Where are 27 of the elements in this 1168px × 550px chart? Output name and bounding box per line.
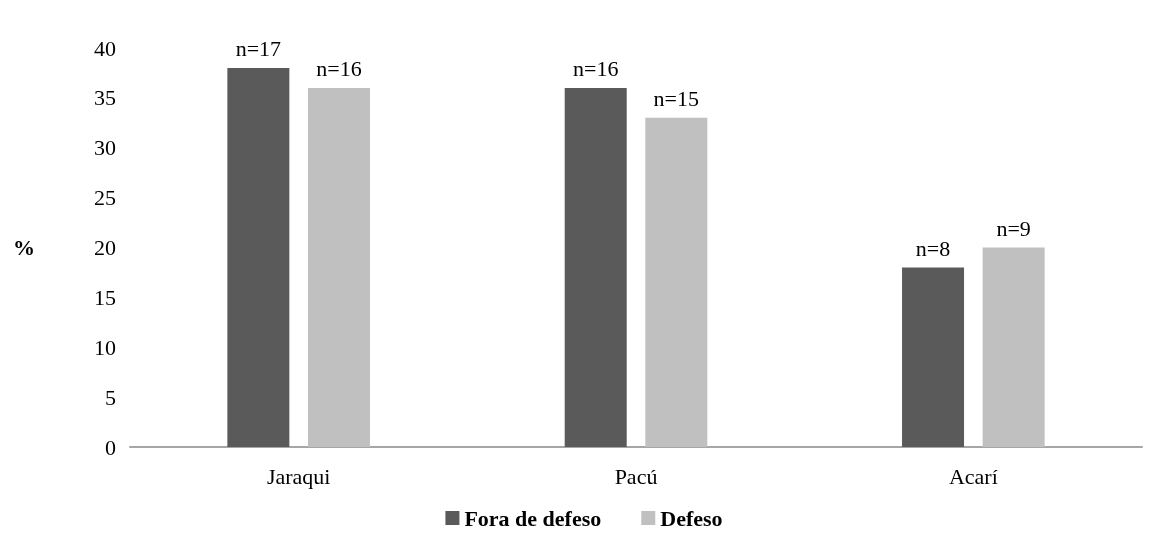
- x-tick-label: Acarí: [948, 463, 998, 489]
- bar: [645, 117, 708, 447]
- bar: [227, 67, 290, 447]
- y-tick-label: 25: [94, 185, 116, 211]
- x-tick-label: Jaraqui: [266, 463, 331, 489]
- y-tick-label: 0: [105, 434, 116, 460]
- bar: [564, 87, 627, 447]
- y-axis-title: %: [13, 235, 35, 260]
- legend-label: Defeso: [660, 505, 723, 531]
- y-tick-label: 30: [94, 135, 116, 161]
- bar: [902, 267, 965, 447]
- y-tick-label: 5: [105, 384, 116, 410]
- annotation: n=17: [235, 36, 282, 62]
- annotation: n=16: [316, 56, 362, 82]
- bar: [307, 87, 370, 447]
- legend-label: Fora de defeso: [464, 505, 602, 531]
- annotation: n=9: [996, 216, 1031, 241]
- x-tick-label: Pacú: [614, 463, 658, 489]
- annotation: n=8: [915, 235, 951, 261]
- y-tick-label: 40: [94, 35, 116, 61]
- y-tick-label: 20: [94, 235, 116, 260]
- y-tick-label: 15: [94, 284, 116, 310]
- annotation: n=16: [572, 56, 619, 82]
- y-tick-label: 10: [94, 334, 116, 360]
- y-tick-label: 35: [94, 85, 116, 111]
- bar: [982, 247, 1045, 447]
- annotation: n=15: [653, 86, 700, 112]
